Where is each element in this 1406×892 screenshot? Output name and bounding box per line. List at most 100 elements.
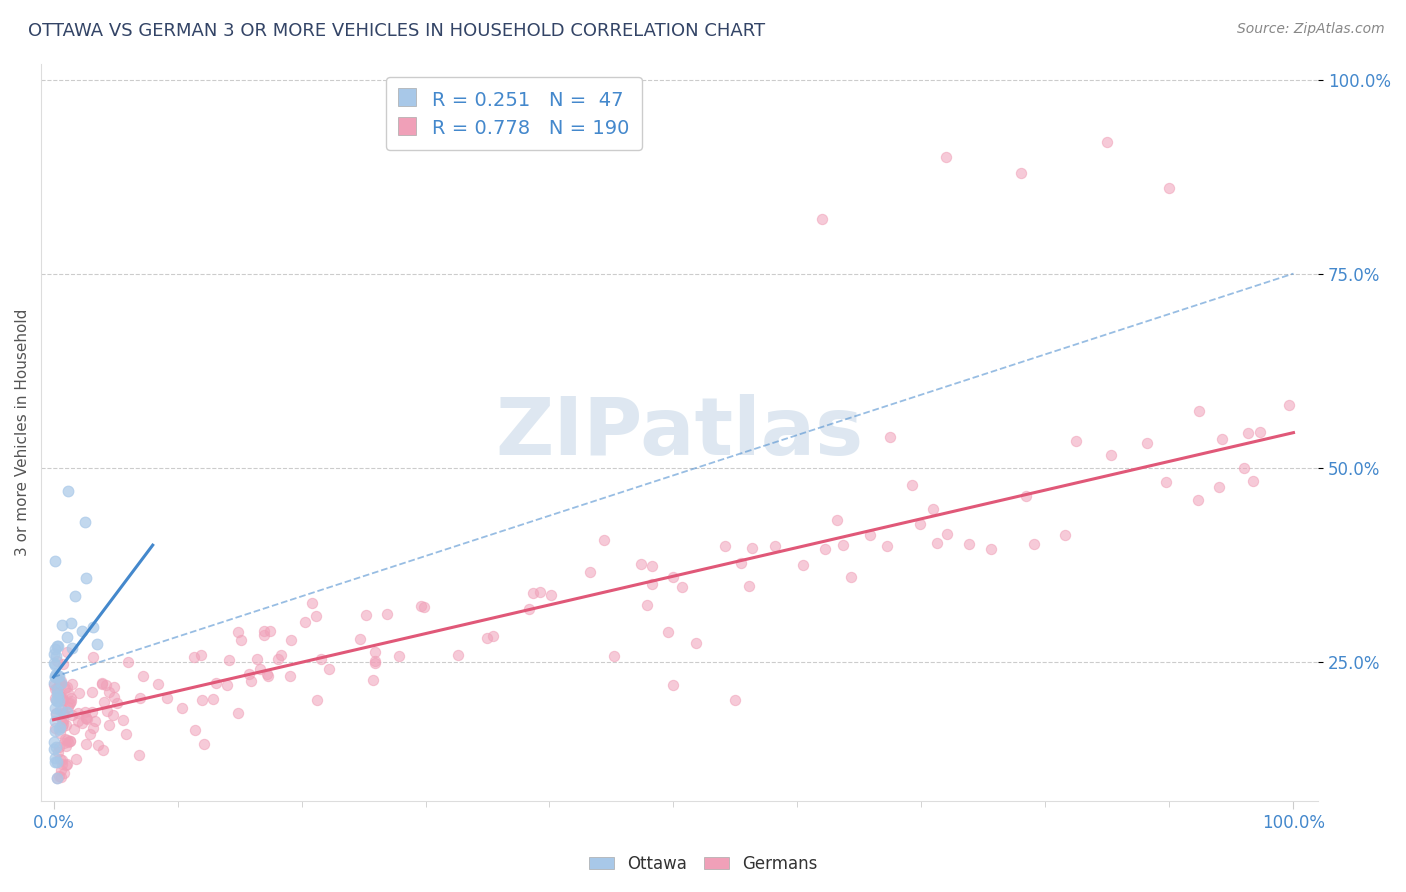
Point	[55, 739, 77, 753]
Point	[522, 586, 544, 600]
Point	[97, 685, 120, 699]
Point	[60, 677, 83, 691]
Point	[253, 624, 276, 639]
Point	[49, 720, 72, 734]
Point	[59, 734, 82, 748]
Point	[96, 704, 118, 718]
Point	[294, 615, 316, 629]
Point	[249, 662, 271, 676]
Point	[641, 577, 664, 591]
Point	[45, 739, 67, 754]
Point	[75, 711, 97, 725]
Point	[44, 751, 66, 765]
Point	[201, 692, 224, 706]
Point	[45, 648, 67, 663]
Point	[305, 608, 328, 623]
Point	[901, 477, 924, 491]
Point	[129, 690, 152, 705]
Point	[239, 674, 262, 689]
Point	[318, 662, 340, 676]
Point	[72, 715, 94, 730]
Point	[45, 693, 67, 707]
Point	[217, 678, 239, 692]
Point	[56, 705, 79, 719]
Point	[59, 694, 82, 708]
Point	[763, 539, 786, 553]
Point	[685, 635, 707, 649]
Point	[132, 669, 155, 683]
Point	[46, 639, 69, 653]
Point	[1278, 398, 1301, 412]
Point	[412, 599, 434, 614]
Point	[46, 683, 69, 698]
Point	[957, 537, 980, 551]
Point	[1211, 433, 1233, 447]
Point	[44, 690, 66, 705]
Point	[1233, 460, 1256, 475]
Point	[409, 599, 432, 613]
Point	[517, 602, 540, 616]
Point	[51, 690, 73, 704]
Point	[51, 757, 73, 772]
Point	[724, 693, 747, 707]
Point	[184, 723, 207, 738]
Point	[114, 727, 136, 741]
Point	[44, 675, 66, 690]
Point	[75, 738, 97, 752]
Point	[46, 689, 69, 703]
Point	[45, 706, 67, 721]
Point	[82, 620, 104, 634]
Point	[67, 685, 90, 699]
Point	[51, 618, 73, 632]
Point	[48, 678, 70, 692]
Point	[193, 737, 215, 751]
Point	[46, 745, 69, 759]
Point	[46, 755, 69, 769]
Point	[1053, 528, 1076, 542]
Point	[52, 766, 75, 780]
Point	[58, 483, 80, 498]
Point	[741, 541, 763, 556]
Point	[105, 696, 128, 710]
Point	[44, 701, 66, 715]
Point	[101, 708, 124, 723]
Point	[811, 212, 834, 227]
Point	[76, 712, 98, 726]
Point	[253, 628, 276, 642]
Point	[79, 727, 101, 741]
Point	[42, 678, 65, 692]
Point	[1022, 536, 1045, 550]
Point	[48, 673, 70, 688]
Point	[75, 570, 97, 584]
Point	[190, 693, 212, 707]
Point	[103, 690, 125, 704]
Point	[44, 641, 66, 656]
Point	[935, 527, 957, 541]
Point	[49, 675, 72, 690]
Point	[910, 517, 932, 532]
Point	[49, 689, 72, 703]
Point	[925, 536, 948, 550]
Point	[529, 585, 551, 599]
Point	[56, 680, 79, 694]
Point	[52, 693, 75, 707]
Point	[59, 734, 82, 748]
Point	[56, 732, 79, 747]
Point	[859, 528, 882, 542]
Point	[56, 757, 79, 772]
Point	[270, 648, 292, 662]
Point	[67, 714, 90, 728]
Point	[44, 724, 66, 739]
Point	[44, 735, 66, 749]
Point	[53, 706, 76, 721]
Point	[662, 678, 685, 692]
Point	[52, 714, 75, 728]
Point	[82, 649, 104, 664]
Point	[592, 533, 614, 548]
Point	[42, 742, 65, 756]
Point	[90, 676, 112, 690]
Point	[55, 718, 77, 732]
Point	[44, 681, 66, 696]
Point	[128, 747, 150, 762]
Point	[48, 723, 70, 737]
